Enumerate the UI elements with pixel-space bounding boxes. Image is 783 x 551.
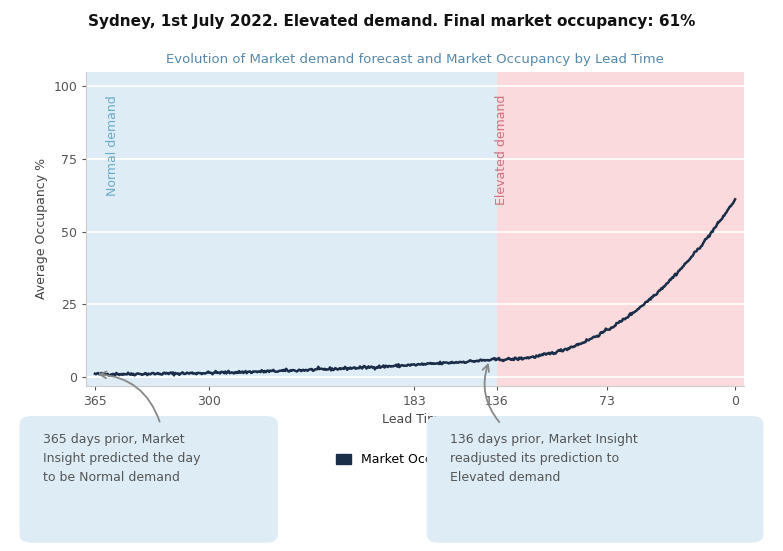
Title: Evolution of Market demand forecast and Market Occupancy by Lead Time: Evolution of Market demand forecast and … <box>166 53 664 66</box>
Text: Sydney, 1st July 2022. Elevated demand. Final market occupancy: 61%: Sydney, 1st July 2022. Elevated demand. … <box>88 14 695 29</box>
Text: 365 days prior, Market
Insight predicted the day
to be Normal demand: 365 days prior, Market Insight predicted… <box>43 433 200 484</box>
Text: Elevated demand: Elevated demand <box>496 95 508 206</box>
Text: 136 days prior, Market Insight
readjusted its prediction to
Elevated demand: 136 days prior, Market Insight readjuste… <box>450 433 638 484</box>
Bar <box>496 72 744 386</box>
Bar <box>86 72 496 386</box>
X-axis label: Lead Time: Lead Time <box>382 413 448 426</box>
Y-axis label: Average Occupancy %: Average Occupancy % <box>34 158 48 299</box>
Legend: Market Occupancy %: Market Occupancy % <box>331 449 499 472</box>
Text: Normal demand: Normal demand <box>106 95 119 196</box>
